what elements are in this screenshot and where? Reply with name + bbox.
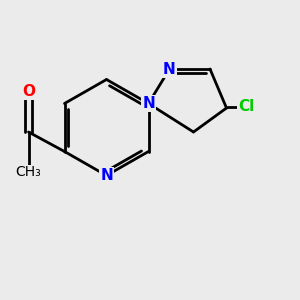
Text: N: N (100, 168, 113, 183)
Text: N: N (163, 61, 176, 76)
Text: O: O (22, 84, 35, 99)
Text: Cl: Cl (238, 99, 254, 114)
Text: N: N (142, 96, 155, 111)
Text: CH₃: CH₃ (16, 166, 41, 179)
